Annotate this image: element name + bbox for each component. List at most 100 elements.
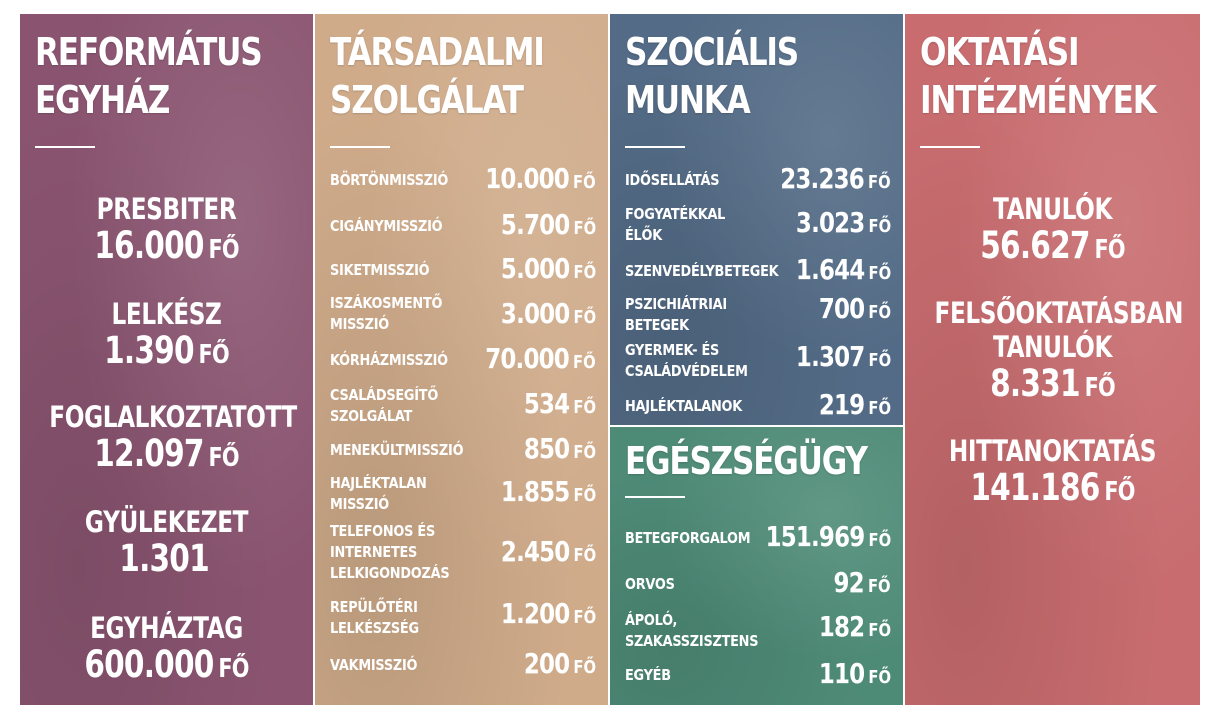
stat-unit: FŐ — [208, 443, 239, 473]
row-ciganymisszio: CIGÁNYMISSZIÓ 5.700 FŐ — [330, 208, 596, 241]
row-label: REPÜLŐTÉRI LELKÉSZSÉG — [330, 598, 419, 637]
stat-gyulekezet: GYÜLEKEZET 1.301 — [20, 505, 313, 583]
row-number: 1.200 — [500, 597, 570, 630]
row-apolo-szakasszisztens: ÁPOLÓ, SZAKASSZISZTENS 182 FŐ — [625, 610, 891, 654]
stat-value: 16.000 — [94, 224, 204, 267]
stat-value-wrap: 141.186 FŐ — [935, 468, 1171, 512]
stat-unit: FŐ — [198, 340, 230, 370]
row-label: TELEFONOS ÉS INTERNETES LELKIGONDOZÁS — [330, 522, 450, 582]
row-label: GYERMEK- ÉS CSALÁDVÉDELEM — [625, 341, 748, 380]
stat-foglalkoztatott: FOGLALKOZTATOTT 12.097 FŐ — [20, 400, 313, 478]
row-idosellatas: IDŐSELLÁTÁS 23.236 FŐ — [625, 162, 891, 195]
row-value: 2.450 FŐ — [501, 535, 596, 568]
title-divider — [625, 496, 685, 498]
panel-title: SZOCIÁLIS MUNKA — [625, 30, 799, 122]
row-unit: FŐ — [868, 620, 891, 641]
row-value: 700 FŐ — [819, 292, 891, 325]
row-number: 700 — [818, 292, 865, 325]
row-number: 182 — [818, 610, 865, 643]
stat-value-wrap: 1.390 FŐ — [49, 331, 283, 375]
stat-label: FELSŐOKTATÁSBAN TANULÓK — [934, 296, 1184, 364]
row-label: FOGYATÉKKAL ÉLŐK — [625, 205, 726, 244]
row-szenvedelybetegek: SZENVEDÉLYBETEGEK 1.644 FŐ — [625, 253, 891, 286]
row-label: CSALÁDSEGÍTŐ SZOLGÁLAT — [330, 386, 439, 425]
row-value: 5.700 FŐ — [501, 208, 596, 241]
row-menekultmisszio: MENEKÜLTMISSZIÓ 850 FŐ — [330, 432, 596, 465]
stat-lelkesz: LELKÉSZ 1.390 FŐ — [20, 297, 313, 375]
panel-title: EGÉSZSÉGÜGY — [625, 439, 868, 483]
stat-unit: FŐ — [208, 235, 239, 265]
row-number: 23.236 — [780, 162, 866, 195]
row-vakmisszio: VAKMISSZIÓ 200 FŐ — [330, 647, 596, 680]
row-number: 1.855 — [500, 475, 570, 508]
stat-value: 1.390 — [104, 329, 194, 372]
row-value: 850 FŐ — [524, 432, 596, 465]
row-label: SIKETMISSZIÓ — [330, 261, 430, 279]
stat-value-wrap: 8.331 FŐ — [935, 364, 1171, 408]
stat-label: PRESBITER — [96, 192, 237, 226]
panel-title: TÁRSADALMI SZOLGÁLAT — [330, 30, 545, 122]
row-csaladsegito-szolgalat: CSALÁDSEGÍTŐ SZOLGÁLAT 534 FŐ — [330, 385, 596, 429]
row-unit: FŐ — [868, 216, 891, 237]
row-unit: FŐ — [868, 398, 891, 419]
row-label: VAKMISSZIÓ — [330, 656, 418, 674]
row-hajlektalanok: HAJLÉKTALANOK 219 FŐ — [625, 388, 891, 421]
stat-value: 56.627 — [980, 224, 1090, 267]
row-label: HAJLÉKTALANOK — [625, 397, 743, 415]
row-value: 5.000 FŐ — [501, 252, 596, 285]
stat-value-wrap: 56.627 FŐ — [935, 226, 1171, 270]
stat-unit: FŐ — [1094, 235, 1125, 265]
panel-oktatasi-intezmenyek: OKTATÁSI INTÉZMÉNYEK TANULÓK 56.627 FŐ FE… — [905, 14, 1200, 705]
row-iszakosmento-misszio: ISZÁKOSMENTŐ MISSZIÓ 3.000 FŐ — [330, 293, 596, 337]
row-value: 1.644 FŐ — [796, 253, 891, 286]
row-unit: FŐ — [868, 350, 891, 371]
row-label: SZENVEDÉLYBETEGEK — [625, 262, 779, 280]
row-number: 219 — [818, 388, 865, 421]
row-pszichiatriai-betegek: PSZICHIÁTRIAI BETEGEK 700 FŐ — [625, 292, 891, 338]
row-gyermek-es-csaladvedelem: GYERMEK- ÉS CSALÁDVÉDELEM 1.307 FŐ — [625, 340, 891, 384]
row-unit: FŐ — [573, 545, 596, 566]
infographic-board: REFORMÁTUS EGYHÁZ PRESBITER 16.000 FŐ LEL… — [20, 14, 1200, 705]
row-number: 5.000 — [500, 252, 570, 285]
row-number: 10.000 — [485, 162, 571, 195]
row-unit: FŐ — [868, 667, 891, 688]
stat-unit: FŐ — [1104, 477, 1135, 507]
row-label: KÓRHÁZMISSZIÓ — [330, 351, 448, 369]
stat-unit: FŐ — [218, 654, 249, 684]
row-label: IDŐSELLÁTÁS — [625, 171, 720, 189]
stat-tanulok: TANULÓK 56.627 FŐ — [905, 192, 1200, 270]
row-hajlektalan-misszio: HAJLÉKTALAN MISSZIÓ 1.855 FŐ — [330, 473, 596, 517]
row-value: 151.969 FŐ — [765, 520, 891, 553]
row-number: 850 — [523, 432, 570, 465]
panel-tarsadalmi-szolgalat: TÁRSADALMI SZOLGÁLAT BÖRTÖNMISSZIÓ 10.00… — [315, 14, 608, 705]
panel-egeszsegugy: EGÉSZSÉGÜGY BETEGFORGALOM 151.969 FŐ ORVO… — [610, 427, 903, 705]
row-value: 534 FŐ — [524, 387, 596, 420]
row-value: 70.000 FŐ — [486, 342, 596, 375]
row-unit: FŐ — [573, 172, 596, 193]
row-label: ORVOS — [625, 575, 675, 593]
row-unit: FŐ — [573, 485, 596, 506]
stat-value-wrap: 1.301 — [49, 539, 283, 583]
stat-label: EGYHÁZTAG — [90, 611, 243, 645]
row-unit: FŐ — [573, 262, 596, 283]
row-number: 70.000 — [485, 342, 571, 375]
row-value: 92 FŐ — [834, 566, 891, 599]
row-unit: FŐ — [573, 657, 596, 678]
row-number: 5.700 — [500, 208, 570, 241]
row-bortonmisszio: BÖRTÖNMISSZIÓ 10.000 FŐ — [330, 162, 596, 195]
row-number: 92 — [833, 566, 865, 599]
row-label: BÖRTÖNMISSZIÓ — [330, 171, 449, 189]
row-number: 151.969 — [765, 520, 865, 553]
row-number: 1.644 — [795, 253, 865, 286]
row-fogyatekkal-elok: FOGYATÉKKAL ÉLŐK 3.023 FŐ — [625, 204, 891, 248]
row-number: 2.450 — [500, 535, 570, 568]
stat-label: TANULÓK — [992, 192, 1113, 226]
stat-egyhaztag: EGYHÁZTAG 600.000 FŐ — [20, 611, 313, 689]
row-unit: FŐ — [573, 307, 596, 328]
stat-presbiter: PRESBITER 16.000 FŐ — [20, 192, 313, 270]
row-unit: FŐ — [573, 218, 596, 239]
row-label: HAJLÉKTALAN MISSZIÓ — [330, 474, 427, 513]
stat-label: LELKÉSZ — [111, 297, 222, 331]
panel-szocialis-munka: SZOCIÁLIS MUNKA IDŐSELLÁTÁS 23.236 FŐ FOG… — [610, 14, 903, 425]
stat-hittanoktatas: HITTANOKTATÁS 141.186 FŐ — [905, 434, 1200, 512]
